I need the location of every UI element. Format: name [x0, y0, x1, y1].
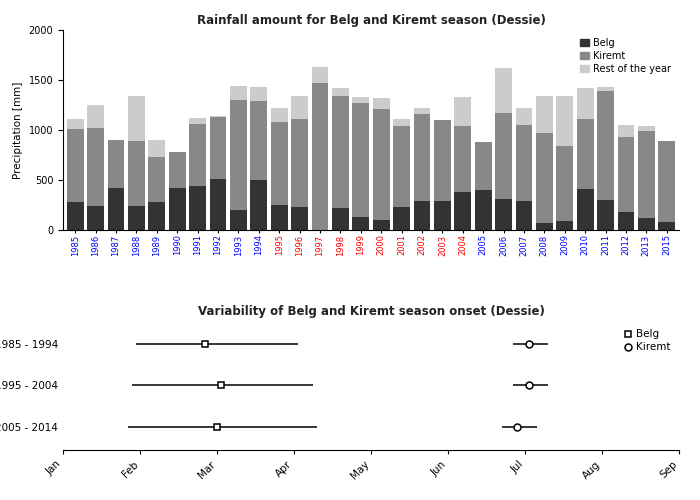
Bar — [332, 88, 349, 96]
Bar — [291, 207, 308, 230]
Bar — [271, 122, 288, 205]
Bar — [454, 192, 471, 230]
Bar — [597, 87, 614, 91]
Bar — [169, 188, 186, 230]
Bar — [88, 104, 104, 128]
Bar — [352, 97, 369, 103]
Title: Variability of Belg and Kiremt season onset (Dessie): Variability of Belg and Kiremt season on… — [197, 306, 545, 318]
Bar — [454, 126, 471, 192]
Bar — [516, 200, 532, 230]
Bar — [189, 118, 206, 124]
Bar — [271, 205, 288, 230]
Bar — [148, 202, 165, 230]
Bar — [271, 108, 288, 122]
Bar — [638, 126, 655, 131]
Bar — [291, 96, 308, 119]
Bar — [230, 100, 247, 210]
Bar — [230, 210, 247, 230]
Y-axis label: Precipitation [mm]: Precipitation [mm] — [13, 82, 23, 179]
Bar — [210, 116, 226, 117]
Bar — [128, 141, 145, 206]
Legend: Belg, Kiremt: Belg, Kiremt — [620, 326, 674, 356]
Bar — [597, 200, 614, 230]
Bar — [189, 124, 206, 186]
Bar — [312, 83, 328, 230]
Bar — [393, 207, 410, 230]
Bar — [475, 190, 491, 230]
Bar — [393, 126, 410, 207]
Bar — [495, 113, 512, 199]
Bar — [617, 212, 634, 230]
Bar — [67, 202, 83, 230]
Bar — [251, 180, 267, 230]
Bar — [210, 117, 226, 179]
Bar — [597, 91, 614, 200]
Bar — [148, 157, 165, 202]
Bar — [312, 67, 328, 83]
Title: Rainfall amount for Belg and Kiremt season (Dessie): Rainfall amount for Belg and Kiremt seas… — [197, 14, 545, 28]
Bar — [638, 218, 655, 230]
Legend: Belg, Kiremt, Rest of the year: Belg, Kiremt, Rest of the year — [577, 35, 674, 76]
Bar — [454, 97, 471, 126]
Bar — [169, 152, 186, 188]
Bar — [393, 119, 410, 126]
Bar — [495, 68, 512, 113]
Bar — [88, 128, 104, 206]
Bar — [373, 98, 390, 109]
Bar — [659, 222, 675, 230]
Bar — [189, 186, 206, 230]
Bar — [373, 220, 390, 230]
Bar — [251, 87, 267, 101]
Bar — [556, 146, 573, 221]
Bar — [414, 108, 430, 114]
Bar — [210, 179, 226, 230]
Bar — [536, 96, 553, 133]
Bar — [495, 199, 512, 230]
Bar — [352, 217, 369, 230]
Bar — [577, 189, 594, 230]
Bar — [556, 96, 573, 146]
Bar — [536, 223, 553, 230]
Bar — [108, 140, 125, 188]
Bar — [251, 101, 267, 180]
Bar — [577, 119, 594, 189]
Bar — [88, 206, 104, 230]
Bar — [516, 108, 532, 124]
Bar — [67, 119, 83, 129]
Bar — [414, 201, 430, 230]
Bar — [617, 125, 634, 137]
Bar — [434, 201, 451, 230]
Bar — [475, 142, 491, 190]
Bar — [352, 103, 369, 217]
Bar — [373, 109, 390, 220]
Bar — [659, 141, 675, 222]
Bar — [516, 124, 532, 200]
Bar — [128, 96, 145, 141]
Bar — [536, 133, 553, 223]
Bar — [108, 188, 125, 230]
Bar — [556, 221, 573, 230]
Bar — [434, 120, 451, 201]
Bar — [128, 206, 145, 230]
Bar — [577, 88, 594, 119]
Bar — [617, 137, 634, 212]
Bar — [148, 140, 165, 157]
Bar — [414, 114, 430, 201]
Bar — [230, 86, 247, 100]
Bar — [638, 131, 655, 218]
Bar — [332, 96, 349, 208]
Bar — [332, 208, 349, 230]
Bar — [291, 119, 308, 207]
Bar — [67, 129, 83, 202]
